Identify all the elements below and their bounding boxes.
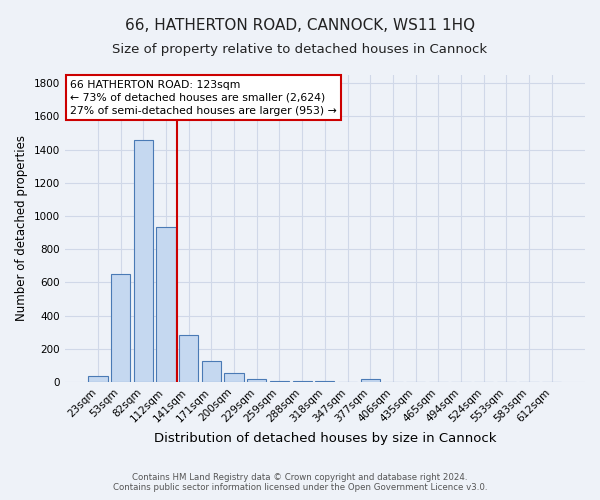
Text: Contains HM Land Registry data © Crown copyright and database right 2024.
Contai: Contains HM Land Registry data © Crown c… xyxy=(113,473,487,492)
Bar xyxy=(157,227,176,382)
Bar xyxy=(202,360,221,382)
Bar xyxy=(88,376,107,382)
Text: Size of property relative to detached houses in Cannock: Size of property relative to detached ho… xyxy=(112,42,488,56)
Bar xyxy=(134,140,153,382)
Text: 66, HATHERTON ROAD, CANNOCK, WS11 1HQ: 66, HATHERTON ROAD, CANNOCK, WS11 1HQ xyxy=(125,18,475,32)
Bar xyxy=(224,373,244,382)
Bar xyxy=(270,380,289,382)
Text: 66 HATHERTON ROAD: 123sqm
← 73% of detached houses are smaller (2,624)
27% of se: 66 HATHERTON ROAD: 123sqm ← 73% of detac… xyxy=(70,80,337,116)
Bar xyxy=(111,274,130,382)
Bar xyxy=(293,381,312,382)
Bar xyxy=(361,380,380,382)
Bar xyxy=(247,379,266,382)
X-axis label: Distribution of detached houses by size in Cannock: Distribution of detached houses by size … xyxy=(154,432,496,445)
Bar xyxy=(179,335,199,382)
Y-axis label: Number of detached properties: Number of detached properties xyxy=(15,136,28,322)
